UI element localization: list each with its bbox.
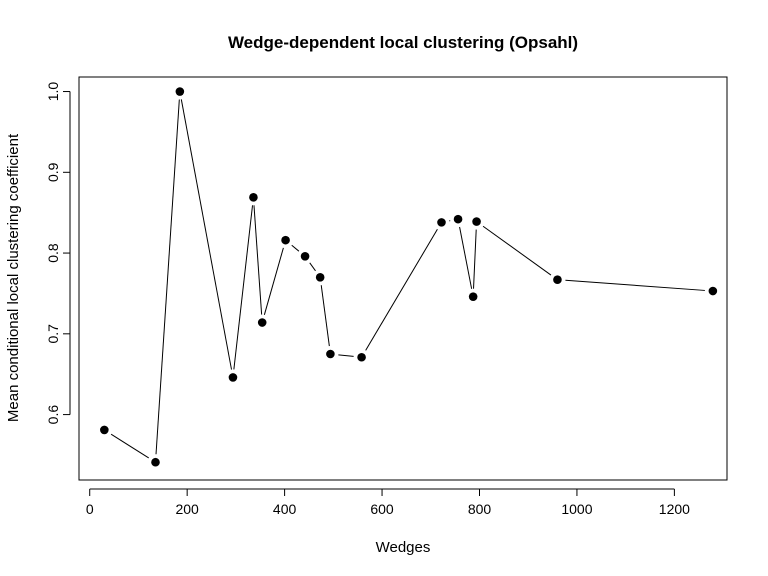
data-point: [249, 193, 258, 202]
x-tick-label: 400: [273, 501, 297, 517]
series-segment: [565, 279, 705, 291]
data-point: [100, 425, 109, 435]
data-point: [315, 272, 325, 282]
x-axis: 0 200 400 600 800 1000 1200: [86, 488, 690, 517]
data-point: [553, 275, 562, 285]
series-segment: [482, 225, 552, 276]
series-segment: [338, 354, 354, 357]
y-tick-label: 0.8: [45, 243, 61, 263]
series-segment: [473, 229, 477, 289]
series-segment: [263, 247, 284, 315]
data-point: [468, 292, 478, 301]
series-segment: [180, 99, 232, 370]
data-point: [151, 457, 160, 467]
series-segment: [291, 244, 300, 252]
series-segment: [233, 205, 254, 370]
series-segment: [459, 226, 473, 289]
series-segment: [110, 433, 149, 459]
data-point: [708, 286, 718, 296]
y-tick-label: 1.0: [45, 82, 61, 102]
data-point: [472, 217, 481, 226]
x-tick-label: 200: [175, 501, 199, 517]
series-segment: [320, 285, 330, 347]
data-point: [257, 318, 267, 327]
series-1: [100, 87, 718, 467]
data-point: [437, 218, 446, 227]
y-tick-label: 0.9: [45, 162, 61, 182]
data-point: [300, 251, 310, 261]
data-point: [281, 235, 290, 245]
series-segment: [365, 228, 438, 351]
y-axis: 0.6 0.7 0.8 0.9 1.0: [45, 82, 71, 425]
data-point: [453, 214, 463, 224]
y-tick-label: 0.7: [45, 324, 61, 344]
x-tick-label: 800: [468, 501, 492, 517]
data-point: [326, 349, 335, 359]
x-tick-label: 1000: [561, 501, 592, 517]
x-tick-label: 600: [370, 501, 394, 517]
chart-title: Wedge-dependent local clustering (Opsahl…: [228, 33, 578, 52]
data-point: [357, 352, 366, 362]
series-segment: [155, 99, 180, 455]
series-segment: [309, 262, 316, 272]
y-axis-label: Mean conditional local clustering coeffi…: [5, 133, 22, 422]
y-tick-label: 0.6: [45, 405, 61, 425]
x-tick-label: 0: [86, 501, 94, 517]
x-tick-label: 1200: [659, 501, 690, 517]
data-point: [228, 373, 238, 382]
series-segment: [253, 205, 263, 315]
x-axis-label: Wedges: [376, 539, 431, 556]
data-point: [175, 87, 185, 96]
plot-box: [78, 76, 728, 481]
